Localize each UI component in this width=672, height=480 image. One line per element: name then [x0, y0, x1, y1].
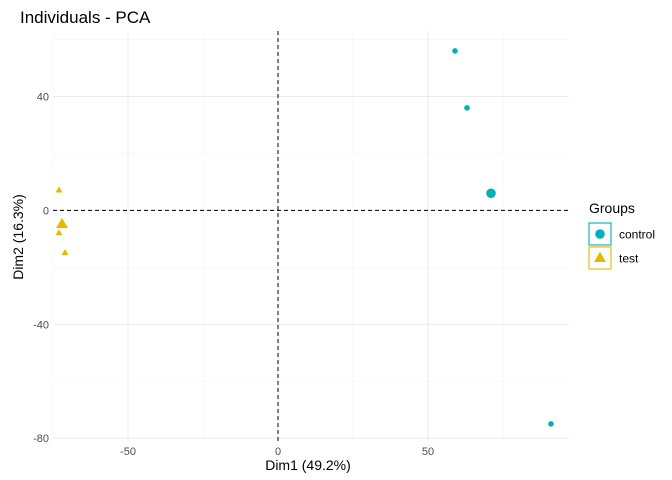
tick-labels: -50 0 50 40 0 -40 -80: [33, 91, 434, 458]
centroid-test: [56, 217, 68, 229]
y-tick-label: 0: [43, 205, 49, 217]
x-axis-title: Dim1 (49.2%): [265, 457, 351, 473]
x-tick-label: -50: [120, 446, 136, 458]
y-tick-label: 40: [37, 91, 49, 103]
point-test: [55, 186, 63, 193]
legend-items: control test: [588, 222, 655, 270]
legend-label-test: test: [619, 252, 639, 266]
point-control: [548, 421, 554, 427]
point-test: [61, 249, 69, 256]
point-control: [452, 48, 458, 54]
y-axis-title: Dim2 (16.3%): [10, 194, 26, 280]
y-tick-label: -80: [33, 433, 49, 445]
grid: [52, 31, 569, 441]
legend: Groups control test: [588, 200, 655, 270]
chart-title: Individuals - PCA: [20, 8, 151, 27]
legend-symbol-test: [594, 251, 606, 263]
legend-label-control: control: [619, 228, 655, 242]
point-test: [55, 229, 63, 236]
x-tick-label: 50: [422, 446, 434, 458]
legend-symbol-control: [595, 229, 605, 239]
y-tick-label: -40: [33, 319, 49, 331]
data-points: [55, 48, 554, 427]
reference-lines: [53, 31, 569, 441]
legend-title: Groups: [589, 200, 635, 216]
x-tick-label: 0: [275, 446, 281, 458]
point-control: [464, 105, 470, 111]
centroid-control: [486, 188, 496, 199]
